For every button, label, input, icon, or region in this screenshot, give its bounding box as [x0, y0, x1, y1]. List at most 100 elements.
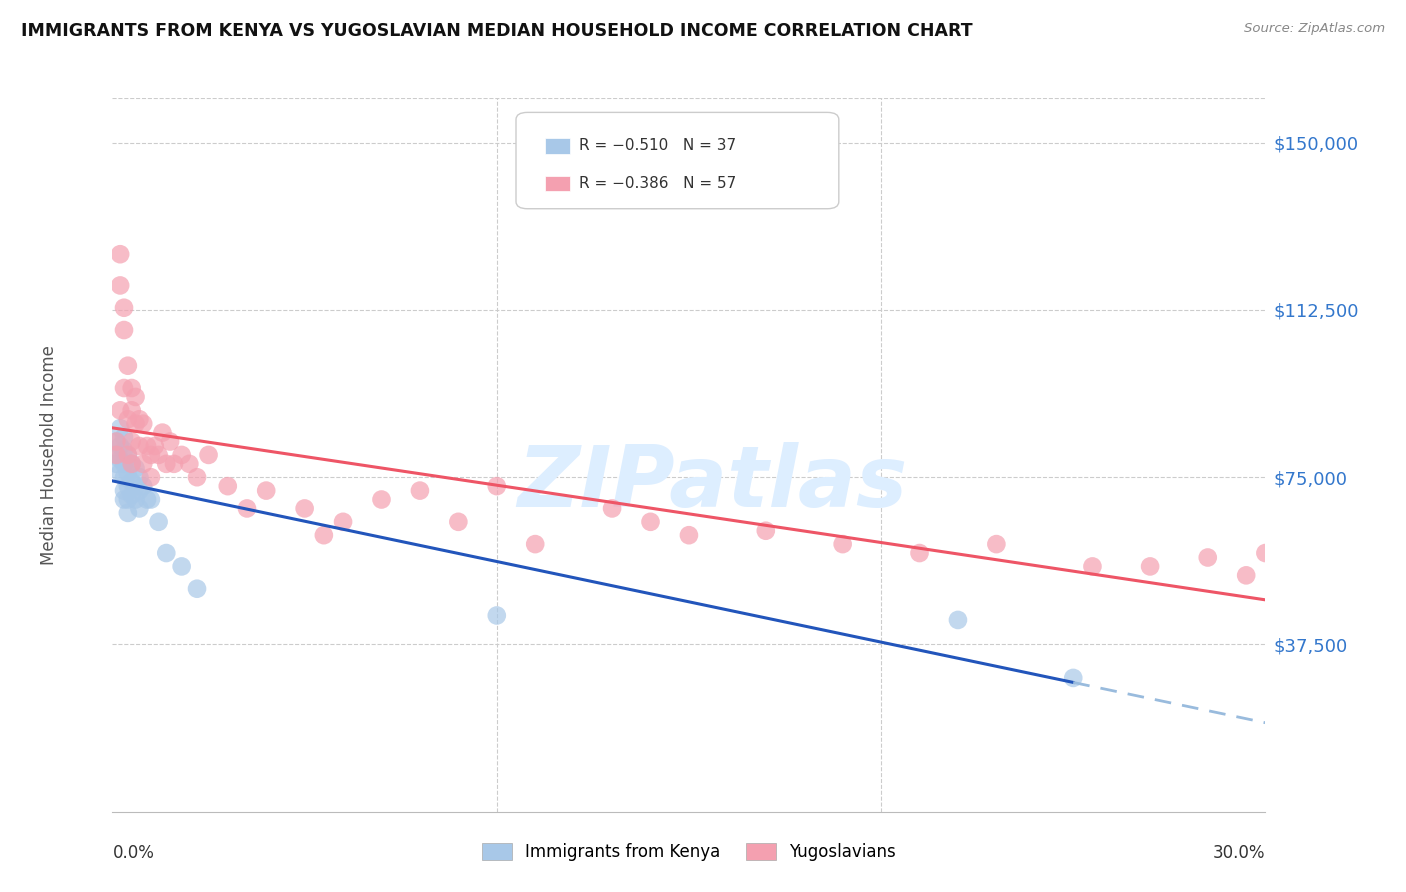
Point	[108, 278, 131, 293]
Bar	[544, 176, 571, 192]
Point	[124, 390, 146, 404]
Point	[112, 381, 135, 395]
Point	[197, 448, 219, 462]
Point	[117, 448, 139, 462]
Text: R = −0.510   N = 37: R = −0.510 N = 37	[579, 138, 737, 153]
Bar	[544, 138, 571, 153]
Point	[254, 483, 277, 498]
Point	[1197, 550, 1219, 565]
Point	[312, 528, 335, 542]
Point	[1234, 568, 1257, 582]
Point	[186, 582, 208, 596]
Point	[128, 470, 150, 484]
Text: ZIPatlas: ZIPatlas	[517, 442, 907, 525]
Point	[217, 479, 239, 493]
Point	[108, 247, 131, 261]
Text: IMMIGRANTS FROM KENYA VS YUGOSLAVIAN MEDIAN HOUSEHOLD INCOME CORRELATION CHART: IMMIGRANTS FROM KENYA VS YUGOSLAVIAN MED…	[21, 22, 973, 40]
Point	[640, 515, 662, 529]
Point	[409, 483, 432, 498]
Point	[105, 457, 128, 471]
Point	[600, 501, 623, 516]
Point	[1062, 671, 1084, 685]
Point	[128, 501, 150, 516]
Point	[112, 301, 135, 315]
Text: Source: ZipAtlas.com: Source: ZipAtlas.com	[1244, 22, 1385, 36]
Point	[755, 524, 778, 538]
Point	[332, 515, 354, 529]
Point	[831, 537, 853, 551]
Point	[128, 483, 150, 498]
Point	[159, 434, 181, 449]
Point	[946, 613, 969, 627]
Point	[152, 425, 174, 440]
Point	[136, 492, 159, 507]
Point	[139, 470, 162, 484]
Point	[524, 537, 547, 551]
Point	[1254, 546, 1277, 560]
Text: 0.0%: 0.0%	[112, 844, 155, 862]
Text: Median Household Income: Median Household Income	[39, 345, 58, 565]
Point	[155, 546, 177, 560]
Point	[105, 448, 128, 462]
FancyBboxPatch shape	[516, 112, 839, 209]
Point	[108, 439, 131, 453]
Point	[105, 434, 128, 449]
Point	[170, 448, 193, 462]
Point	[117, 479, 139, 493]
Point	[121, 488, 143, 502]
Point	[117, 506, 139, 520]
Point	[117, 359, 139, 373]
Point	[179, 457, 201, 471]
Point	[121, 457, 143, 471]
Point	[124, 492, 146, 507]
Point	[124, 479, 146, 493]
Point	[1081, 559, 1104, 574]
Point	[148, 448, 170, 462]
Point	[163, 457, 186, 471]
Point	[132, 417, 155, 431]
Point	[132, 479, 155, 493]
Point	[186, 470, 208, 484]
Point	[108, 403, 131, 417]
Point	[139, 448, 162, 462]
Point	[117, 412, 139, 426]
Point	[986, 537, 1008, 551]
Point	[155, 457, 177, 471]
Point	[132, 457, 155, 471]
Point	[236, 501, 259, 516]
Point	[117, 492, 139, 507]
Point	[121, 457, 143, 471]
Point	[121, 403, 143, 417]
Point	[370, 492, 392, 507]
Point	[105, 448, 128, 462]
Point	[143, 439, 166, 453]
Point	[170, 559, 193, 574]
Text: 30.0%: 30.0%	[1213, 844, 1265, 862]
Point	[108, 452, 131, 467]
Point	[121, 434, 143, 449]
Point	[117, 466, 139, 480]
Point	[139, 492, 162, 507]
Point	[112, 492, 135, 507]
Point	[124, 417, 146, 431]
Point	[294, 501, 316, 516]
Text: R = −0.386   N = 57: R = −0.386 N = 57	[579, 176, 737, 191]
Point	[112, 483, 135, 498]
Point	[485, 479, 508, 493]
Point	[105, 434, 128, 449]
Point	[108, 421, 131, 435]
Point	[1139, 559, 1161, 574]
Point	[678, 528, 700, 542]
Point	[112, 323, 135, 337]
Point	[447, 515, 470, 529]
Point	[112, 457, 135, 471]
Point	[124, 461, 146, 475]
Point	[128, 412, 150, 426]
Legend: Immigrants from Kenya, Yugoslavians: Immigrants from Kenya, Yugoslavians	[475, 836, 903, 868]
Point	[128, 439, 150, 453]
Point	[485, 608, 508, 623]
Point	[121, 475, 143, 489]
Point	[136, 439, 159, 453]
Point	[121, 381, 143, 395]
Point	[108, 466, 131, 480]
